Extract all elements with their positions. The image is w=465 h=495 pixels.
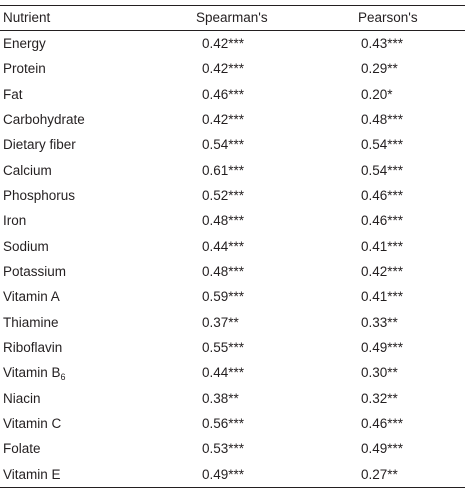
nutrient-name: Energy: [3, 36, 46, 51]
cell-pearson: 0.54***: [361, 162, 404, 178]
table-row: Niacin 0.38** 0.32**: [0, 385, 465, 410]
nutrient-name: Sodium: [3, 238, 49, 254]
cell-spearman: 0.49***: [193, 461, 356, 488]
cell-spearman: 0.46***: [202, 86, 245, 102]
cell-nutrient: Riboflavin: [0, 335, 193, 360]
header-pearson: Pearson's: [356, 5, 465, 31]
cell-nutrient: Dietary fiber: [0, 132, 193, 157]
cell-spearman: 0.61***: [202, 162, 245, 178]
cell-pearson: 0.29**: [361, 61, 398, 77]
nutrient-name: Thiamine: [3, 314, 59, 330]
cell-pearson: 0.46***: [361, 187, 404, 203]
table-row: Vitamin C 0.56*** 0.46***: [0, 411, 465, 436]
cell-nutrient: Calcium: [0, 157, 193, 182]
cell-nutrient: Niacin: [0, 385, 193, 410]
cell-spearman: 0.44***: [202, 238, 245, 254]
nutrient-name: Vitamin C: [3, 415, 62, 431]
cell-spearman: 0.55***: [202, 339, 245, 355]
cell-nutrient: Vitamin E: [0, 461, 193, 488]
header-spearman: Spearman's: [193, 5, 356, 31]
table-row: Protein 0.42*** 0.29**: [0, 56, 465, 81]
cell-nutrient: Thiamine: [0, 309, 193, 334]
table-row: Phosphorus 0.52*** 0.46***: [0, 183, 465, 208]
table-row: Riboflavin 0.55*** 0.49***: [0, 335, 465, 360]
table-row: Vitamin A 0.59*** 0.41***: [0, 284, 465, 309]
nutrient-name: Folate: [3, 441, 41, 457]
table-body: Energy 0.42*** 0.43*** Protein 0.42*** 0.29**…: [0, 31, 465, 488]
cell-nutrient: Fat: [0, 81, 193, 106]
cell-spearman: 0.42***: [202, 111, 245, 127]
cell-nutrient: Vitamin B6: [0, 360, 193, 385]
cell-nutrient: Vitamin A: [0, 284, 193, 309]
cell-spearman: 0.44***: [202, 365, 245, 381]
cell-nutrient: Phosphorus: [0, 183, 193, 208]
nutrient-name: Carbohydrate: [3, 111, 85, 127]
table-row: Energy 0.42*** 0.43***: [0, 31, 465, 57]
cell-spearman: 0.38**: [202, 390, 239, 406]
nutrient-name: Protein: [3, 61, 46, 77]
nutrient-name: Vitamin B: [3, 365, 61, 381]
cell-nutrient: Protein: [0, 56, 193, 81]
nutrient-name: Dietary fiber: [3, 137, 76, 153]
nutrient-subscript: 6: [60, 372, 66, 383]
nutrient-name: Potassium: [3, 263, 67, 279]
cell-spearman: 0.52***: [202, 187, 245, 203]
cell-spearman: 0.42***: [202, 61, 245, 77]
nutrient-name: Phosphorus: [3, 187, 76, 203]
cell-pearson: 0.41***: [361, 238, 404, 254]
cell-pearson: 0.30**: [361, 365, 398, 381]
table-row: Vitamin E 0.49*** 0.27**: [0, 461, 465, 488]
cell-pearson: 0.42***: [361, 263, 404, 279]
cell-pearson: 0.46***: [361, 415, 404, 431]
cell-pearson: 0.33**: [361, 314, 398, 330]
nutrient-name: Vitamin E: [3, 466, 61, 482]
table-header: Nutrient Spearman's Pearson's: [0, 5, 465, 31]
cell-nutrient: Vitamin C: [0, 411, 193, 436]
cell-pearson: 0.32**: [361, 390, 398, 406]
cell-spearman: 0.48***: [202, 263, 245, 279]
nutrient-name: Fat: [3, 86, 23, 102]
cell-pearson: 0.49***: [361, 339, 404, 355]
header-row: Nutrient Spearman's Pearson's: [0, 5, 465, 31]
cell-nutrient: Iron: [0, 208, 193, 233]
cell-pearson: 0.20*: [361, 86, 393, 102]
nutrient-name: Iron: [3, 213, 27, 229]
cell-pearson: 0.48***: [361, 111, 404, 127]
table-row: Fat 0.46*** 0.20*: [0, 81, 465, 106]
header-nutrient: Nutrient: [0, 5, 193, 31]
correlation-table: Nutrient Spearman's Pearson's Energy 0.42…: [0, 5, 465, 488]
cell-nutrient: Sodium: [0, 233, 193, 258]
cell-nutrient: Folate: [0, 436, 193, 461]
cell-pearson: 0.49***: [361, 441, 404, 457]
table-row: Folate 0.53*** 0.49***: [0, 436, 465, 461]
cell-spearman: 0.56***: [202, 415, 245, 431]
cell-pearson: 0.27**: [356, 461, 465, 488]
cell-nutrient: Carbohydrate: [0, 107, 193, 132]
table-row: Sodium 0.44*** 0.41***: [0, 233, 465, 258]
table-row: Iron 0.48*** 0.46***: [0, 208, 465, 233]
cell-pearson: 0.54***: [361, 137, 404, 153]
cell-nutrient: Potassium: [0, 259, 193, 284]
cell-spearman: 0.59***: [202, 289, 245, 305]
table-row: Potassium 0.48*** 0.42***: [0, 259, 465, 284]
table-row: Vitamin B6 0.44*** 0.30**: [0, 360, 465, 385]
cell-spearman: 0.37**: [202, 314, 239, 330]
table-row: Dietary fiber 0.54*** 0.54***: [0, 132, 465, 157]
cell-pearson: 0.41***: [361, 289, 404, 305]
table-row: Thiamine 0.37** 0.33**: [0, 309, 465, 334]
cell-spearman: 0.53***: [202, 441, 245, 457]
table-row: Carbohydrate 0.42*** 0.48***: [0, 107, 465, 132]
cell-pearson: 0.43***: [361, 36, 404, 51]
nutrient-name: Calcium: [3, 162, 52, 178]
cell-spearman: 0.54***: [202, 137, 245, 153]
cell-spearman: 0.48***: [202, 213, 245, 229]
table-row: Calcium 0.61*** 0.54***: [0, 157, 465, 182]
cell-nutrient: Energy: [0, 31, 193, 57]
cell-pearson: 0.46***: [361, 213, 404, 229]
nutrient-name: Vitamin A: [3, 289, 60, 305]
nutrient-name: Niacin: [3, 390, 41, 406]
cell-spearman: 0.42***: [202, 36, 245, 51]
nutrient-name: Riboflavin: [3, 339, 63, 355]
